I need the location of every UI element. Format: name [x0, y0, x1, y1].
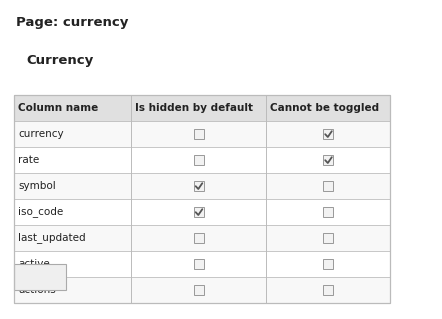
Bar [323, 129, 333, 139]
Bar [14, 121, 390, 147]
Text: Page: currency: Page: currency [16, 16, 128, 29]
Bar [194, 233, 203, 243]
Bar [14, 277, 390, 303]
Text: Currency: Currency [26, 54, 93, 67]
Bar [14, 264, 66, 290]
Bar [14, 95, 390, 303]
Bar [194, 207, 203, 217]
Bar [194, 285, 203, 295]
Bar [14, 251, 390, 277]
Text: Is hidden by default: Is hidden by default [135, 103, 253, 113]
Bar [194, 155, 203, 165]
Bar [14, 147, 390, 173]
Text: symbol: symbol [18, 181, 56, 191]
Text: iso_code: iso_code [18, 206, 63, 218]
Text: currency: currency [18, 129, 64, 139]
Bar [14, 173, 390, 199]
Bar [323, 181, 333, 191]
Bar [14, 225, 390, 251]
Text: Column name: Column name [18, 103, 98, 113]
Bar [323, 233, 333, 243]
Bar [194, 129, 203, 139]
Bar [194, 181, 203, 191]
Bar [323, 155, 333, 165]
Bar [194, 259, 203, 269]
Bar [323, 259, 333, 269]
Bar [323, 207, 333, 217]
Text: active: active [18, 259, 50, 269]
Text: Cannot be toggled: Cannot be toggled [270, 103, 379, 113]
Text: rate: rate [18, 155, 39, 165]
Text: last_updated: last_updated [18, 233, 86, 243]
Bar [14, 95, 390, 121]
Text: Save: Save [26, 272, 54, 282]
Text: actions: actions [18, 285, 56, 295]
Bar [323, 285, 333, 295]
Bar [14, 199, 390, 225]
